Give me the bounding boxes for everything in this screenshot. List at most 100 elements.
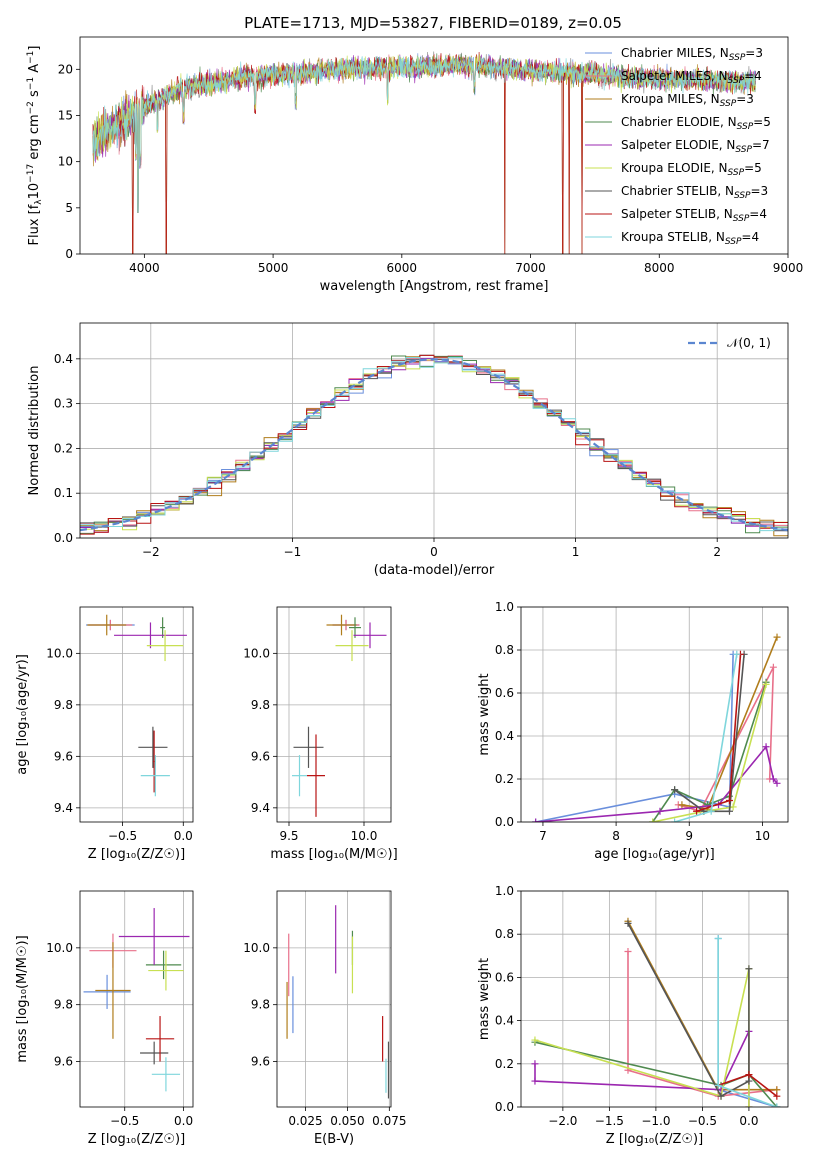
mw_Z-axes: −2.0 −1.5 −1.0 −0.5 0.0 0.0 0.2 0.4 0.6 0.8 1.0 Z [… (477, 884, 789, 1147)
x-tick-label: 9 (685, 829, 693, 843)
mw_Z-frame (520, 890, 789, 1108)
y-tick-label: 0.2 (495, 772, 514, 786)
weight-marker-salp_stelib (725, 797, 733, 804)
weight-marker-krou_miles (773, 1086, 781, 1094)
x-tick-label: 6000 (387, 261, 418, 275)
age_Z-frame (79, 606, 194, 823)
mw_age-frame (520, 606, 789, 823)
x-tick-label: 9000 (773, 261, 804, 275)
legend-label-krou_stelib: Kroupa STELIB, NSSP=4 (621, 230, 759, 247)
residuals-axes: −2 −1 0 1 2 0.0 0.1 0.2 0.3 0.4 (data-model)/error… (27, 322, 789, 578)
x-tick-label: −1 (284, 545, 302, 559)
weight-line-chab_stelib (674, 654, 745, 813)
y-tick-label: 0.0 (54, 531, 73, 545)
weight-marker-salp_elodie (532, 818, 540, 822)
mass_Z-plot (83, 908, 190, 1092)
weight-marker-salp_elodie (717, 1086, 725, 1094)
y-tick-label: 0.0 (495, 1100, 514, 1114)
y-tick-label: 9.4 (251, 801, 270, 815)
weight-marker-salp_elodie (769, 775, 777, 783)
x-tick-label: 9.5 (279, 829, 298, 843)
weight-marker-salp_miles (624, 947, 632, 955)
y-tick-label: 0.1 (54, 486, 73, 500)
x-tick-label: 2 (713, 545, 721, 559)
age_mass-axes: 9.5 10.0 9.4 9.6 9.8 10.0 mass [log₁₀(M/M☉)] (243, 606, 398, 862)
y-tick-label: 0.4 (495, 729, 514, 743)
weight-marker-chab_stelib (745, 1077, 753, 1085)
x-tick-label: −2.0 (548, 1114, 577, 1128)
mw_Z-plot (531, 917, 781, 1107)
legend-label-chab_miles: Chabrier MILES, NSSP=3 (621, 46, 763, 63)
weight-marker-chab_stelib (624, 919, 632, 927)
x-axis-label: age [log₁₀(age/yr)] (594, 847, 715, 862)
x-tick-label: −0.5 (688, 1114, 717, 1128)
y-tick-label: 10.0 (243, 646, 270, 660)
x-axis-label: E(B-V) (314, 1132, 354, 1147)
weight-line-chab_miles (535, 654, 734, 822)
weight-line-salp_elodie (535, 745, 778, 822)
weight-marker-krou_elodie (745, 1103, 753, 1107)
residuals-plot (80, 354, 788, 537)
y-tick-label: 9.6 (251, 1055, 270, 1069)
weight-marker-krou_stelib (714, 1081, 722, 1089)
y-tick-label: 10 (58, 155, 73, 169)
mass_EBV-axes: 0.025 0.050 0.075 9.6 9.8 10.0 E(B-V) (243, 890, 407, 1147)
x-tick-label: −1.0 (641, 1114, 670, 1128)
spectrum-line-krou_stelib (92, 55, 756, 213)
x-tick-label: −1.5 (595, 1114, 624, 1128)
x-tick-label: 0.0 (739, 1114, 758, 1128)
y-axis-label: mass weight (477, 958, 492, 1040)
legend-label-chab_elodie: Chabrier ELODIE, NSSP=5 (621, 115, 771, 132)
weight-marker-krou_stelib (707, 807, 715, 815)
y-tick-label: 10.0 (46, 646, 73, 660)
y-tick-label: 0.2 (54, 441, 73, 455)
weight-marker-krou_elodie (729, 803, 737, 811)
weight-line-chab_stelib (627, 923, 750, 1098)
weight-marker-salp_stelib (693, 807, 701, 815)
y-tick-label: 10.0 (243, 941, 270, 955)
age_mass-frame (276, 606, 392, 823)
weight-marker-krou_elodie (762, 680, 770, 688)
age_Z-axes: −0.5 0.0 9.4 9.6 9.8 10.0 Z [log₁₀(Z/Z☉)] age [… (15, 606, 194, 862)
x-tick-label: 5000 (258, 261, 289, 275)
weight-marker-krou_stelib (714, 935, 722, 943)
y-tick-label: 9.8 (251, 698, 270, 712)
x-tick-label: −0.5 (110, 1114, 139, 1128)
weight-marker-chab_stelib (717, 1092, 725, 1100)
weight-marker-salp_miles (769, 663, 777, 671)
y-tick-label: 0.2 (495, 1057, 514, 1071)
x-tick-label: 0.0 (174, 829, 193, 843)
x-tick-label: 0 (430, 545, 438, 559)
x-tick-label: 10.0 (351, 829, 378, 843)
mass_EBV-plot (286, 905, 390, 1099)
weight-marker-krou_elodie (531, 1036, 539, 1044)
weight-marker-krou_stelib (733, 650, 741, 658)
x-tick-label: 0.075 (372, 1114, 406, 1128)
age_Z-plot (86, 614, 187, 797)
y-axis-label: age [log₁₀(age/yr)] (15, 654, 30, 775)
y-tick-label: 5 (65, 201, 73, 215)
x-tick-label: 10 (755, 829, 770, 843)
weight-marker-chab_stelib (725, 807, 733, 815)
spectrum-axes: 4000 5000 6000 7000 8000 9000 0 5 10 15 20 waveleng… (26, 36, 804, 294)
y-tick-label: 9.8 (251, 998, 270, 1012)
weight-marker-salp_elodie (656, 807, 664, 815)
x-tick-label: 0.025 (288, 1114, 322, 1128)
y-tick-label: 9.8 (54, 998, 73, 1012)
y-tick-label: 9.6 (251, 749, 270, 763)
y-tick-label: 9.4 (54, 801, 73, 815)
x-axis-label: Z [log₁₀(Z/Z☉)] (88, 1132, 185, 1147)
y-tick-label: 0.3 (54, 397, 73, 411)
weight-marker-chab_stelib (745, 965, 753, 973)
x-tick-label: 7 (539, 829, 547, 843)
x-axis-label: wavelength [Angstrom, rest frame] (320, 279, 549, 294)
legend-label-salp_stelib: Salpeter STELIB, NSSP=4 (621, 207, 767, 224)
mass_Z-frame (79, 890, 194, 1108)
x-axis-label: Z [log₁₀(Z/Z☉)] (88, 847, 185, 862)
x-tick-label: 0.0 (174, 1114, 193, 1128)
x-tick-label: 8 (612, 829, 620, 843)
weight-marker-salp_elodie (762, 743, 770, 751)
x-tick-label: 8000 (644, 261, 675, 275)
y-tick-label: 9.8 (54, 698, 73, 712)
